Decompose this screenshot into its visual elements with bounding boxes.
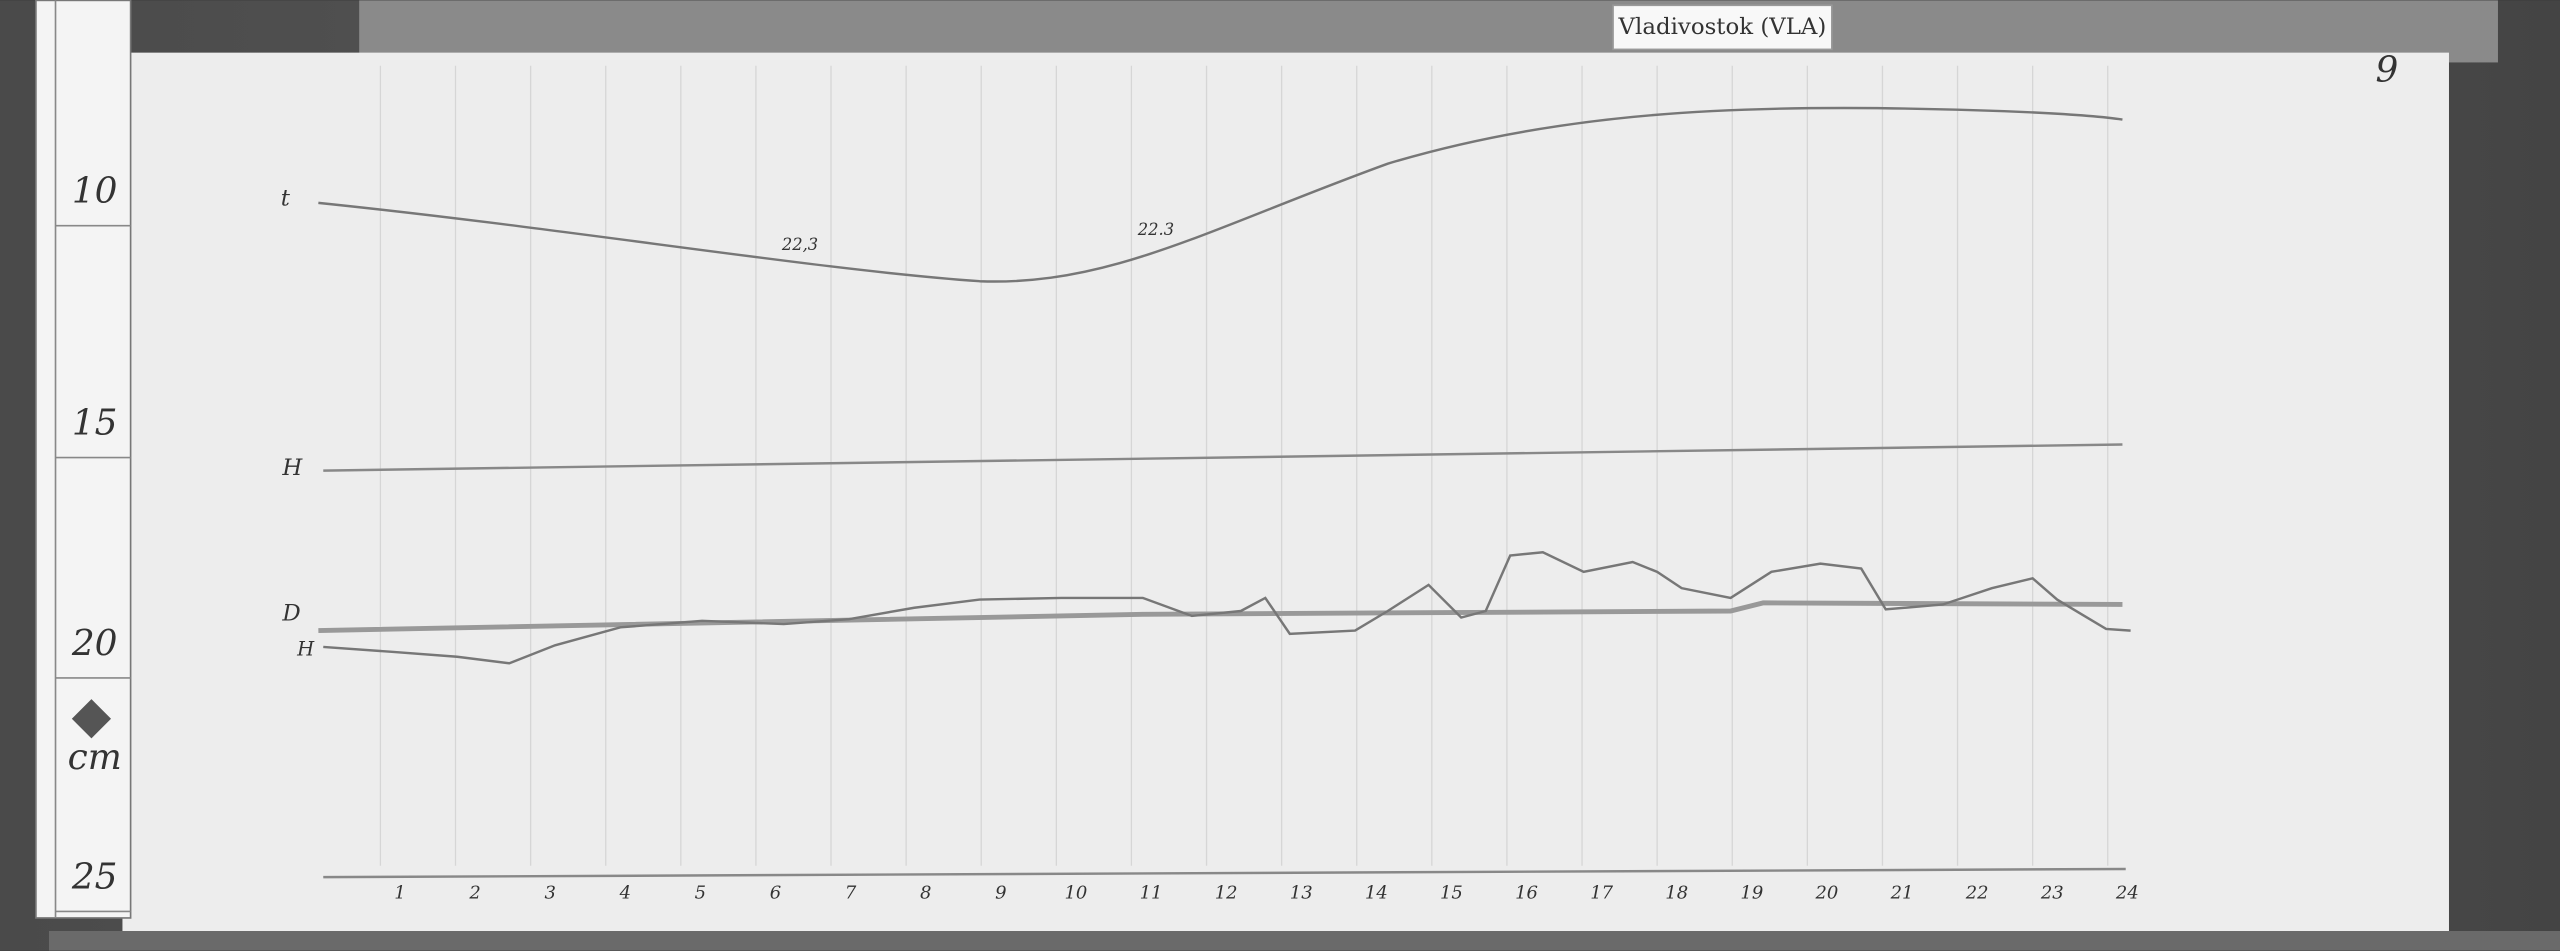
hour-label: 1 xyxy=(394,882,405,903)
hour-label: 21 xyxy=(1890,882,1914,903)
hour-label: 11 xyxy=(1140,882,1163,903)
scale-tick: 15 xyxy=(72,402,118,443)
hour-label: 4 xyxy=(619,882,631,903)
hour-label: 7 xyxy=(845,882,857,903)
hour-label: 15 xyxy=(1440,882,1463,903)
bottom-strip xyxy=(48,931,2560,951)
hour-labels: 1 2 3 4 5 6 7 8 9 10 11 12 13 14 15 16 17 18 19 20 21 22 23 24 xyxy=(394,882,2138,903)
scale: 10 15 20 25 xyxy=(55,171,131,913)
h-trace xyxy=(323,550,2131,665)
d-label: D xyxy=(281,600,300,626)
hour-label: 2 xyxy=(468,882,480,903)
hour-label: 3 xyxy=(544,882,555,903)
h0-trace xyxy=(323,443,2123,472)
t-label: t xyxy=(281,186,291,212)
hour-label: 12 xyxy=(1215,882,1238,903)
hour-label: 19 xyxy=(1740,882,1763,903)
scale-tick: 25 xyxy=(71,856,118,897)
hour-label: 24 xyxy=(2115,882,2139,903)
hour-label: 18 xyxy=(1665,882,1688,903)
t-trace xyxy=(318,106,2123,283)
hour-label: 6 xyxy=(770,882,781,903)
hour-label: 8 xyxy=(920,882,931,903)
hour-label: 20 xyxy=(1815,882,1839,903)
station-label: Vladivostok (VLA) xyxy=(1618,14,1827,40)
scale-tick: 20 xyxy=(71,623,118,664)
top-strip xyxy=(359,0,2498,63)
hour-label: 14 xyxy=(1365,882,1388,903)
t-mark: 22,3 xyxy=(781,235,818,254)
hour-label: 9 xyxy=(995,882,1006,903)
scale-unit: cm xyxy=(68,737,122,778)
scale-strip xyxy=(35,0,132,919)
hour-label: 13 xyxy=(1290,882,1313,903)
hour-label: 16 xyxy=(1515,882,1538,903)
hour-label: 22 xyxy=(1965,882,1989,903)
hour-label: 5 xyxy=(695,882,706,903)
label-box xyxy=(1612,4,1833,51)
hour-label: 17 xyxy=(1590,882,1613,903)
t-mark: 22.3 xyxy=(1137,220,1174,239)
paper xyxy=(122,52,2449,932)
hour-label: 23 xyxy=(2040,882,2064,903)
h0-label: H xyxy=(281,455,303,481)
scale-tick: 10 xyxy=(72,171,118,212)
page-number: 9 xyxy=(2376,50,2399,91)
hour-label: 10 xyxy=(1065,882,1088,903)
time-baseline xyxy=(323,867,2126,879)
h-label: H xyxy=(296,638,315,661)
